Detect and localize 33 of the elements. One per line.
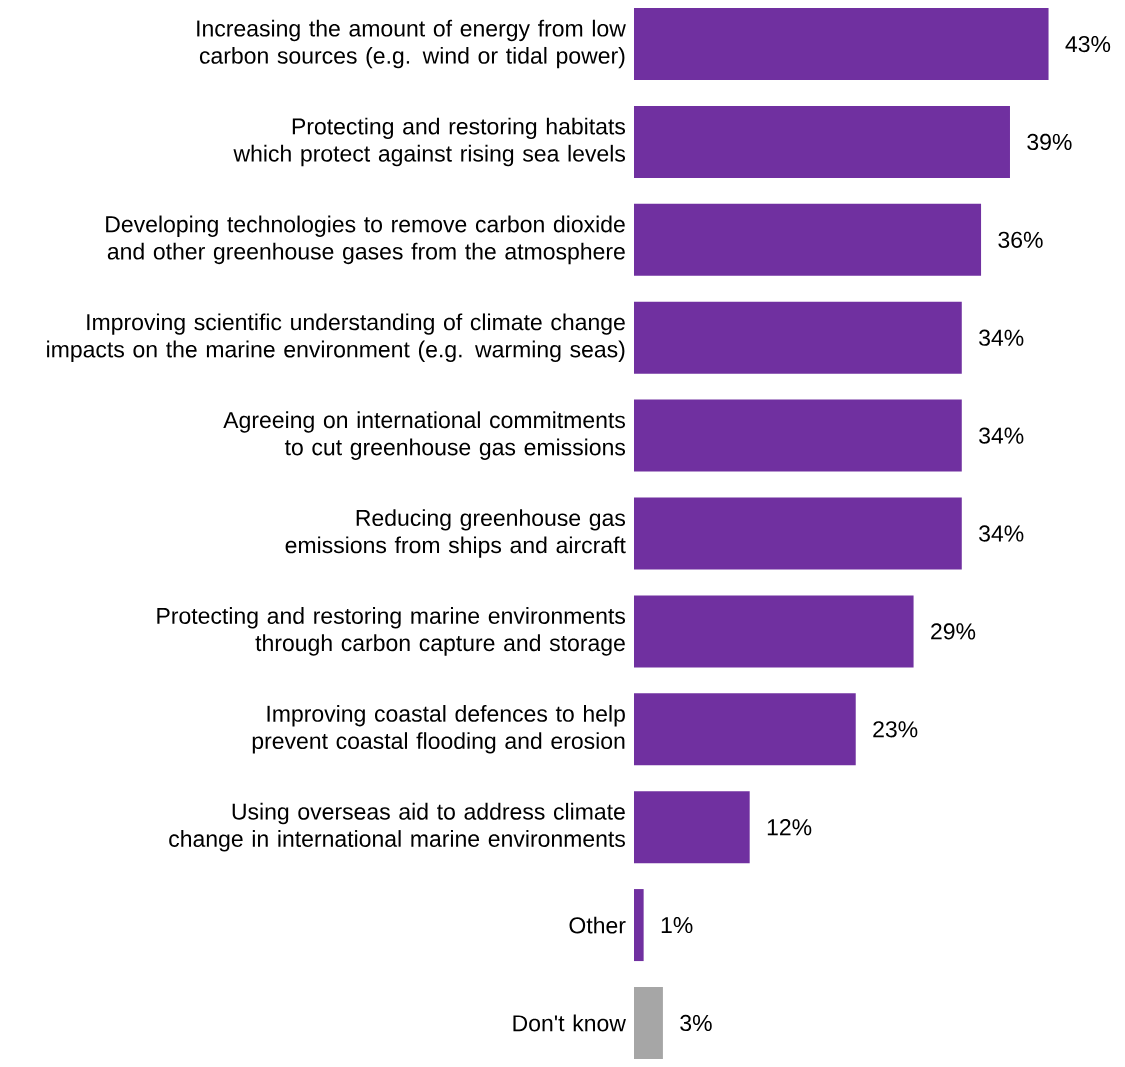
bar (634, 889, 644, 962)
data-label: 36% (998, 231, 1043, 248)
y-tick-label: Improving coastal defences to help prevent coastal flooding and erosion (252, 704, 625, 754)
data-label: 34% (979, 329, 1024, 346)
y-tick-label: Increasing the amount of energy from low carbon sources (e.g. wind or tidal power) (197, 19, 626, 69)
bar (634, 105, 1010, 178)
data-label: 1% (661, 917, 693, 934)
bar (634, 595, 914, 668)
bar (634, 203, 982, 276)
data-label: 3% (680, 1014, 712, 1032)
data-label: 43% (1065, 35, 1111, 53)
data-label: 34% (979, 427, 1024, 444)
y-tick-label: Reducing greenhouse gas emissions from ships and aircraft (285, 509, 626, 558)
y-tick-label: Improving scientific understanding of climate change impacts on the marine environment (e.g. warming seas) (47, 313, 625, 363)
data-label: 12% (767, 819, 812, 836)
data-label: 23% (873, 721, 918, 738)
y-tick-label: Agreeing on international commitments to cut greenhouse gas emissions (223, 411, 626, 460)
y-tick-label: Using overseas aid to address climate change in international marine environments (169, 802, 625, 852)
bar (634, 399, 962, 472)
data-label: 39% (1027, 133, 1072, 151)
y-tick-label: Developing technologies to remove carbon dioxide and other greenhouse gases from the atmosphere (106, 215, 625, 265)
bar (634, 8, 1049, 81)
y-tick-label: Other (569, 916, 626, 934)
data-label: 34% (979, 525, 1024, 542)
y-tick-label: Protecting and restoring marine environments through carbon capture and storage (157, 607, 626, 656)
bar (634, 986, 663, 1059)
bar (634, 301, 962, 374)
y-tick-label: Don't know (513, 1014, 626, 1032)
bar (634, 693, 856, 766)
data-label: 29% (931, 623, 976, 640)
bar (634, 791, 750, 864)
y-tick-label: Protecting and restoring habitats which protect against rising sea levels (233, 117, 626, 167)
bar (634, 497, 962, 570)
